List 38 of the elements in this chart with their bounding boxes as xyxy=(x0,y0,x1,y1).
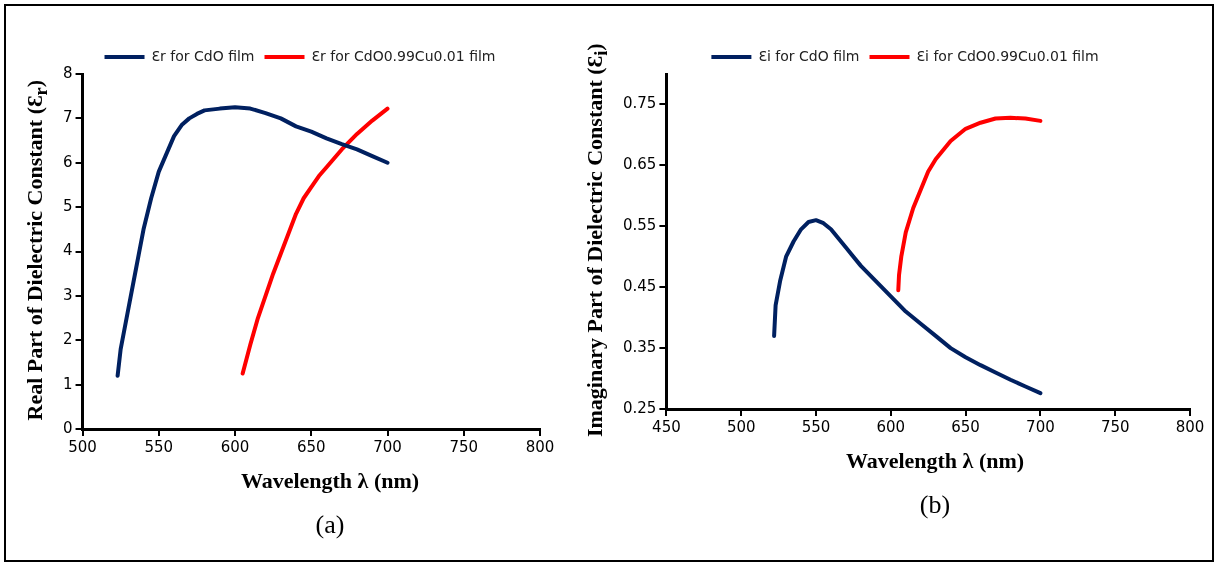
x-tick-label: 700 xyxy=(1026,417,1055,436)
legend-label: Ɛr for CdO film xyxy=(151,47,255,64)
legend-label: Ɛi for CdO film xyxy=(758,47,860,64)
y-tick-label: 2 xyxy=(63,330,73,349)
text: (a) xyxy=(314,510,346,540)
y-tick-label: 4 xyxy=(63,241,73,260)
x-tick-label: 750 xyxy=(449,437,479,456)
x-tick-label: 600 xyxy=(876,417,906,436)
y-tick-label: 0.45 xyxy=(622,277,657,296)
x-tick-label: 750 xyxy=(1100,417,1130,436)
y-tick-label: 0 xyxy=(63,418,73,437)
x-tick-label: 650 xyxy=(951,417,980,436)
x-axis-title: Wavelength λ (nm) xyxy=(239,468,421,494)
y-tick-label: 6 xyxy=(63,152,73,171)
y-tick-label: 0.75 xyxy=(622,94,657,113)
y-tick-label: 0.25 xyxy=(622,398,657,417)
y-tick-label: 3 xyxy=(63,285,73,304)
x-tick-label: 500 xyxy=(726,417,756,436)
x-tick-label: 700 xyxy=(373,437,402,456)
x-tick-label: 650 xyxy=(296,437,326,456)
text: (b) xyxy=(918,490,952,520)
y-tick-label: 8 xyxy=(63,63,73,82)
x-tick-label: 550 xyxy=(144,437,174,456)
legend-label: Ɛi for CdO0.99Cu0.01 film xyxy=(916,47,1099,64)
y-tick-label: 0.35 xyxy=(622,337,657,356)
y-tick-label: 5 xyxy=(63,197,73,216)
y-tick-label: 0.55 xyxy=(622,216,657,235)
x-tick-label: 600 xyxy=(220,437,250,456)
y-tick-label: 7 xyxy=(63,108,73,127)
y-tick-label: 1 xyxy=(63,374,73,393)
x-tick-label: 800 xyxy=(1175,417,1205,436)
x-axis-title: Wavelength λ (nm) xyxy=(844,448,1026,474)
x-tick-label: 550 xyxy=(801,417,831,436)
x-tick-label: 800 xyxy=(525,437,555,456)
y-tick-label: 0.65 xyxy=(622,155,657,174)
x-tick-label: 500 xyxy=(68,437,97,456)
x-tick-label: 450 xyxy=(652,417,681,436)
legend-label: Ɛr for CdO0.99Cu0.01 film xyxy=(311,47,496,64)
